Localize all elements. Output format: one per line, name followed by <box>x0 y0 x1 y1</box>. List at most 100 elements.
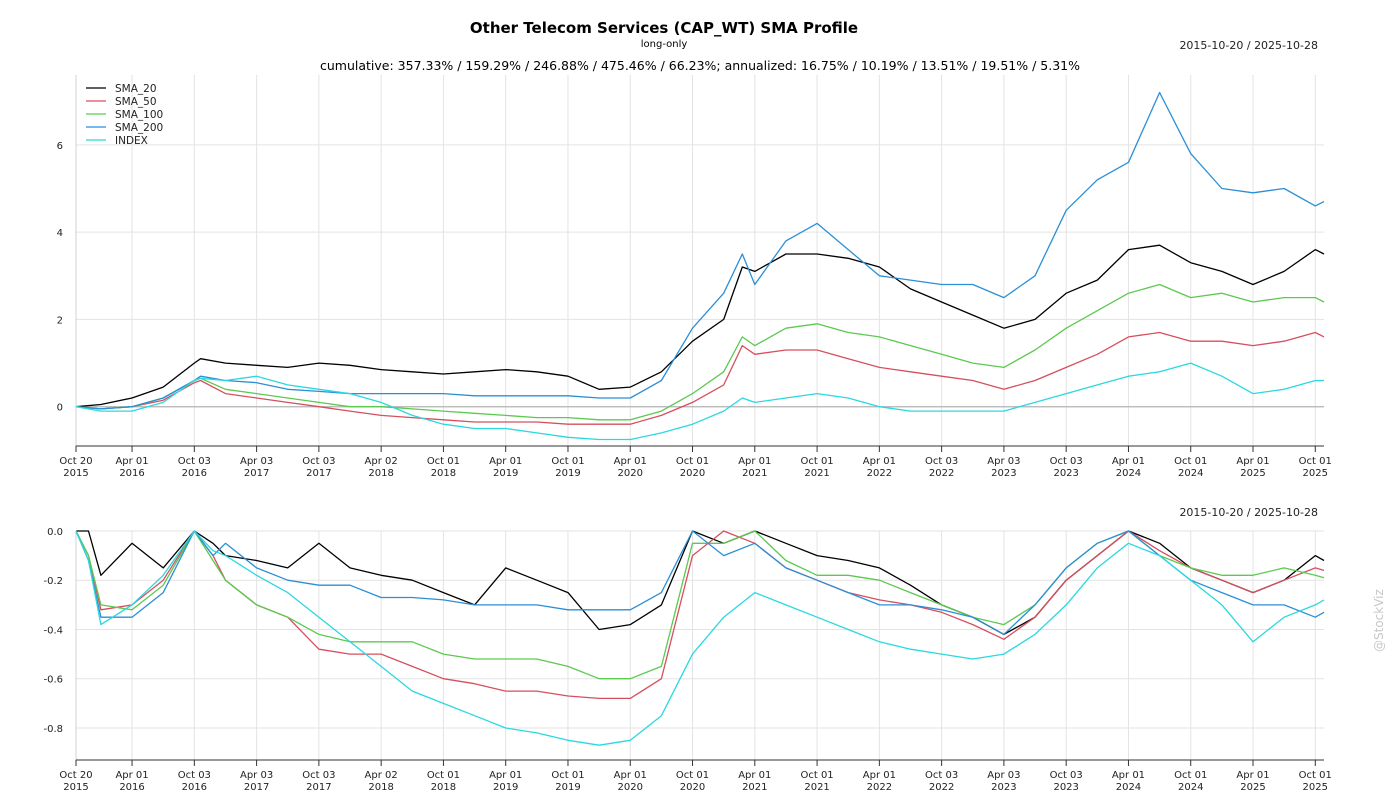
drawdown-xtick-year: 2017 <box>306 782 331 793</box>
drawdown-xtick-label: Apr 01 <box>1236 770 1269 781</box>
drawdown-xtick-label: Oct 03 <box>178 770 211 781</box>
drawdown-xtick-label: Oct 01 <box>427 770 460 781</box>
drawdown-xtick-label: Oct 03 <box>302 770 335 781</box>
main-xtick-label: Apr 01 <box>489 456 522 467</box>
main-ytick-label: 2 <box>57 315 63 326</box>
drawdown-series-sma-200 <box>75 530 1325 636</box>
drawdown-xtick-year: 2019 <box>555 782 580 793</box>
performance-stats: cumulative: 357.33% / 159.29% / 246.88% … <box>319 58 1080 73</box>
drawdown-xtick-year: 2025 <box>1240 782 1265 793</box>
main-xtick-label: Oct 03 <box>302 456 335 467</box>
drawdown-xtick-year: 2025 <box>1303 782 1328 793</box>
drawdown-xtick-label: Apr 03 <box>987 770 1020 781</box>
main-xtick-year: 2025 <box>1303 468 1328 479</box>
drawdown-xtick-year: 2022 <box>929 782 954 793</box>
drawdown-xtick-label: Apr 01 <box>738 770 771 781</box>
drawdown-xtick-year: 2020 <box>618 782 643 793</box>
main-xtick-year: 2023 <box>1053 468 1078 479</box>
main-xtick-label: Oct 20 <box>59 456 92 467</box>
main-ytick-label: 4 <box>57 228 63 239</box>
main-xtick-year: 2018 <box>431 468 456 479</box>
drawdown-xtick-label: Oct 20 <box>59 770 92 781</box>
drawdown-xtick-label: Oct 03 <box>925 770 958 781</box>
drawdown-ytick-label: -0.6 <box>43 675 63 686</box>
legend-label-sma-100: SMA_100 <box>115 109 163 121</box>
date-range-top: 2015-10-20 / 2025-10-28 <box>1179 39 1318 52</box>
main-ytick-label: 6 <box>57 141 63 152</box>
drawdown-xtick-year: 2023 <box>1053 782 1078 793</box>
main-xtick-year: 2016 <box>119 468 144 479</box>
chart-title: Other Telecom Services (CAP_WT) SMA Prof… <box>469 19 859 37</box>
main-xtick-year: 2017 <box>306 468 331 479</box>
drawdown-ytick-label: -0.8 <box>43 724 63 735</box>
drawdown-ytick-label: -0.2 <box>43 576 63 587</box>
drawdown-xtick-year: 2021 <box>742 782 767 793</box>
main-xtick-year: 2020 <box>680 468 705 479</box>
main-xtick-label: Apr 01 <box>863 456 896 467</box>
main-xtick-year: 2024 <box>1178 468 1203 479</box>
drawdown-xtick-year: 2015 <box>63 782 88 793</box>
drawdown-xtick-year: 2024 <box>1178 782 1203 793</box>
main-xtick-label: Oct 03 <box>178 456 211 467</box>
main-xtick-label: Oct 01 <box>427 456 460 467</box>
drawdown-series-sma-50 <box>75 530 1325 700</box>
drawdown-xtick-label: Apr 03 <box>240 770 273 781</box>
drawdown-series-sma-100 <box>75 530 1325 680</box>
drawdown-xtick-label: Apr 01 <box>115 770 148 781</box>
main-xtick-year: 2015 <box>63 468 88 479</box>
main-xtick-year: 2017 <box>244 468 269 479</box>
main-xtick-label: Apr 01 <box>115 456 148 467</box>
drawdown-xtick-label: Oct 03 <box>1050 770 1083 781</box>
drawdown-xtick-year: 2021 <box>804 782 829 793</box>
main-series-sma-200 <box>75 91 1325 410</box>
drawdown-xtick-label: Apr 01 <box>614 770 647 781</box>
drawdown-xtick-label: Oct 01 <box>1174 770 1207 781</box>
drawdown-xtick-year: 2023 <box>991 782 1016 793</box>
drawdown-series-index <box>75 530 1325 746</box>
main-xtick-year: 2018 <box>368 468 393 479</box>
main-series-sma-100 <box>75 283 1325 421</box>
drawdown-xtick-year: 2018 <box>431 782 456 793</box>
main-ytick-label: 0 <box>57 403 63 414</box>
main-xtick-label: Apr 03 <box>987 456 1020 467</box>
main-series-sma-20 <box>75 244 1325 408</box>
drawdown-xtick-label: Oct 01 <box>1299 770 1332 781</box>
main-xtick-label: Apr 02 <box>365 456 398 467</box>
main-xtick-label: Oct 03 <box>925 456 958 467</box>
main-xtick-label: Oct 01 <box>676 456 709 467</box>
main-series-index <box>75 362 1324 441</box>
main-xtick-year: 2019 <box>493 468 518 479</box>
drawdown-xtick-year: 2024 <box>1116 782 1141 793</box>
drawdown-xtick-year: 2018 <box>368 782 393 793</box>
chart-subtitle: long-only <box>640 39 688 50</box>
drawdown-xtick-year: 2020 <box>680 782 705 793</box>
main-xtick-label: Oct 03 <box>1050 456 1083 467</box>
main-xtick-label: Apr 03 <box>240 456 273 467</box>
drawdown-xtick-label: Apr 01 <box>1112 770 1145 781</box>
main-xtick-label: Oct 01 <box>1299 456 1332 467</box>
drawdown-xtick-year: 2019 <box>493 782 518 793</box>
drawdown-xtick-year: 2016 <box>119 782 144 793</box>
drawdown-xtick-year: 2016 <box>182 782 207 793</box>
main-xtick-year: 2019 <box>555 468 580 479</box>
main-xtick-year: 2025 <box>1240 468 1265 479</box>
legend-label-sma-200: SMA_200 <box>115 122 163 134</box>
main-xtick-label: Apr 01 <box>614 456 647 467</box>
legend-label-sma-50: SMA_50 <box>115 96 157 108</box>
drawdown-ytick-label: -0.4 <box>43 625 63 636</box>
drawdown-xtick-year: 2017 <box>244 782 269 793</box>
main-xtick-year: 2021 <box>742 468 767 479</box>
main-xtick-label: Oct 01 <box>1174 456 1207 467</box>
drawdown-xtick-label: Oct 01 <box>800 770 833 781</box>
main-xtick-label: Oct 01 <box>551 456 584 467</box>
main-xtick-year: 2020 <box>618 468 643 479</box>
drawdown-xtick-label: Apr 01 <box>863 770 896 781</box>
main-xtick-year: 2021 <box>804 468 829 479</box>
main-xtick-year: 2022 <box>929 468 954 479</box>
main-xtick-year: 2023 <box>991 468 1016 479</box>
drawdown-xtick-year: 2022 <box>867 782 892 793</box>
main-xtick-label: Apr 01 <box>1112 456 1145 467</box>
legend-label-index: INDEX <box>115 135 148 147</box>
drawdown-xtick-label: Apr 01 <box>489 770 522 781</box>
